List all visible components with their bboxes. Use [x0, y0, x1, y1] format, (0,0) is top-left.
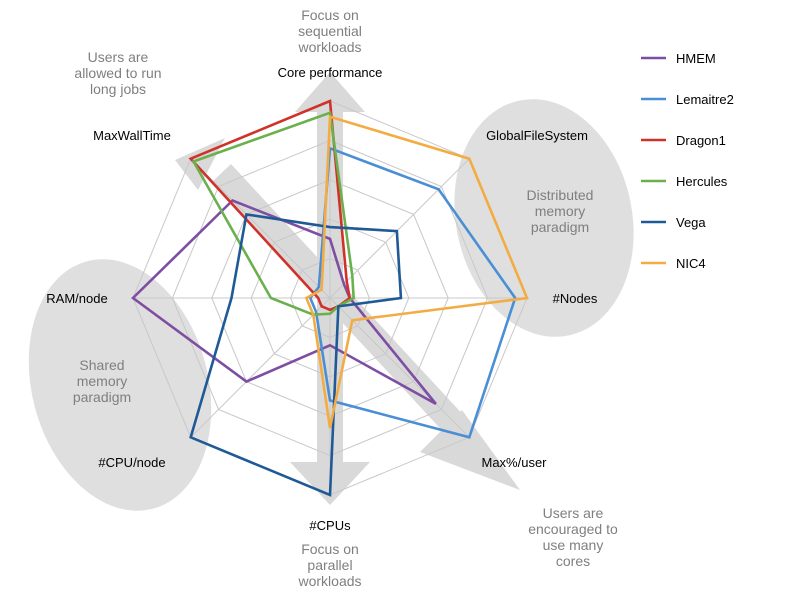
annotation-text: paradigm	[531, 219, 589, 235]
annotation-text: memory	[77, 373, 128, 389]
radar-grid	[132, 100, 528, 496]
annotation-text: Shared	[79, 357, 124, 373]
series-line-lemaitre2	[308, 146, 517, 439]
annotation-text: Users are	[543, 505, 604, 521]
series-line-hmem	[130, 198, 437, 406]
series-lines	[130, 99, 529, 497]
legend: HMEM Lemaitre2 Dragon1 Hercules Vega NIC4	[641, 51, 734, 271]
axis-label: GlobalFileSystem	[486, 128, 588, 143]
axis-label: #CPUs	[309, 518, 351, 533]
axis-label: #CPU/node	[98, 455, 165, 470]
axis-label: Core performance	[278, 65, 383, 80]
annotation-text: Distributed	[527, 187, 594, 203]
annotation-text: workloads	[297, 573, 361, 589]
axis-label: Max%/user	[481, 455, 547, 470]
series-line-hercules	[191, 111, 355, 317]
axis-label: MaxWallTime	[93, 128, 171, 143]
series-line-dragon1	[188, 99, 352, 312]
legend-label: HMEM	[676, 51, 716, 66]
up-arrow-head	[295, 72, 365, 112]
series-line-nic4	[304, 115, 529, 429]
annotation-text: parallel	[307, 557, 352, 573]
annotation-text: Focus on	[301, 7, 359, 23]
legend-label: Dragon1	[676, 133, 726, 148]
annotation-text: sequential	[298, 23, 362, 39]
grid-spoke	[190, 158, 331, 299]
axis-labels: Core performance GlobalFileSystem #Nodes Ma…	[46, 65, 598, 533]
annotation-text: workloads	[297, 39, 361, 55]
axis-label: #Nodes	[553, 291, 598, 306]
annotation-text: cores	[556, 553, 590, 569]
annotation-text: long jobs	[90, 81, 146, 97]
legend-label: NIC4	[676, 256, 706, 271]
legend-label: Hercules	[676, 174, 728, 189]
annotation-text: Users are	[88, 49, 149, 65]
legend-label: Lemaitre2	[676, 92, 734, 107]
series-line-vega	[189, 212, 403, 497]
grid-spoke	[190, 297, 331, 438]
diagonal-arrow-shaft	[212, 164, 468, 438]
axis-label: RAM/node	[46, 291, 107, 306]
annotation-text: Focus on	[301, 541, 359, 557]
annotation-text: encouraged to	[528, 521, 618, 537]
annotation-text: memory	[535, 203, 586, 219]
legend-label: Vega	[676, 215, 706, 230]
annotation-text: use many	[543, 537, 604, 553]
annotation-text: allowed to run	[74, 65, 161, 81]
annotation-text: paradigm	[73, 389, 131, 405]
